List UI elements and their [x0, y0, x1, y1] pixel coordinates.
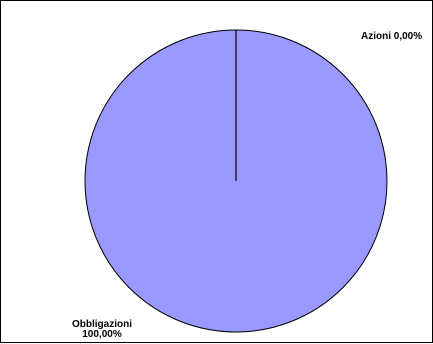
slice-label-azioni: Azioni 0,00% [361, 32, 422, 42]
slice-label-azioni-percent: 0,00% [393, 31, 423, 42]
slice-label-obbligazioni-name: Obbligazioni [72, 319, 132, 330]
slice-label-azioni-name: Azioni [361, 31, 391, 42]
slice-label-obbligazioni: Obbligazioni 100,00% [57, 320, 147, 340]
slice-label-obbligazioni-percent: 100,00% [82, 329, 122, 340]
